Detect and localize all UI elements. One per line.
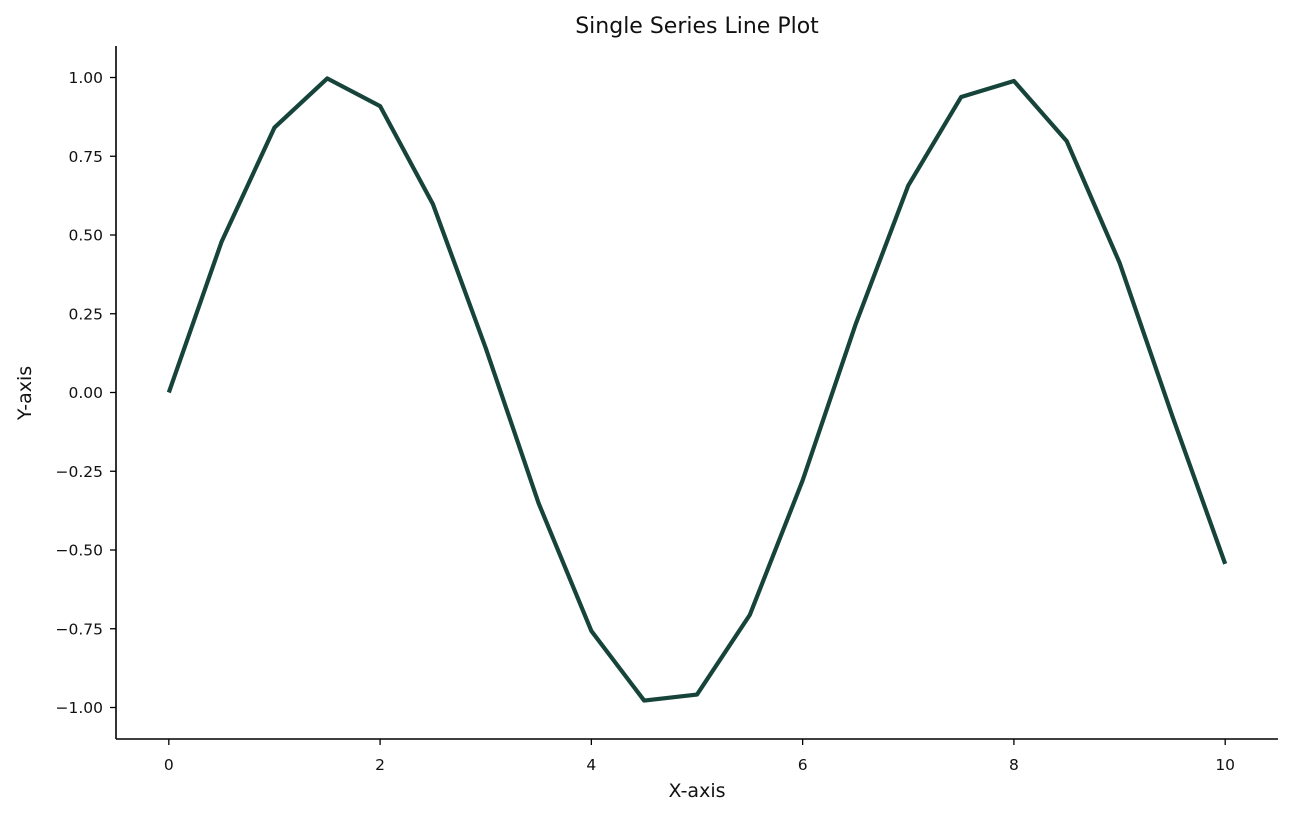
chart-title: Single Series Line Plot [575,14,819,39]
y-tick-label: 0.00 [68,384,103,402]
x-tick-label: 2 [375,756,385,774]
x-tick-label: 10 [1215,756,1235,774]
y-tick-label: 0.25 [68,305,103,323]
y-tick-label: −1.00 [56,699,104,717]
y-tick-label: 0.75 [68,148,103,166]
y-tick-label: 0.50 [68,227,103,245]
x-axis-label: X-axis [669,780,726,802]
y-tick-label: −0.50 [56,542,104,560]
y-axis-label: Y-axis [14,366,36,421]
plot-area: 0 2 4 6 8 10 1.00 0.75 0.50 0.25 0.00 −0.25 −0.50 −0… [56,46,1278,774]
series-line-0 [166,76,1228,703]
series-layer [166,76,1228,703]
x-tick-label: 0 [164,756,174,774]
y-ticks: 1.00 0.75 0.50 0.25 0.00 −0.25 −0.50 −0.75 −1.00 [56,69,116,717]
y-tick-label: 1.00 [68,69,103,87]
x-ticks: 0 2 4 6 8 10 [164,739,1235,774]
x-tick-label: 4 [586,756,596,774]
y-tick-label: −0.25 [56,463,104,481]
x-tick-label: 8 [1009,756,1019,774]
x-tick-label: 6 [798,756,808,774]
y-tick-label: −0.75 [56,620,104,638]
